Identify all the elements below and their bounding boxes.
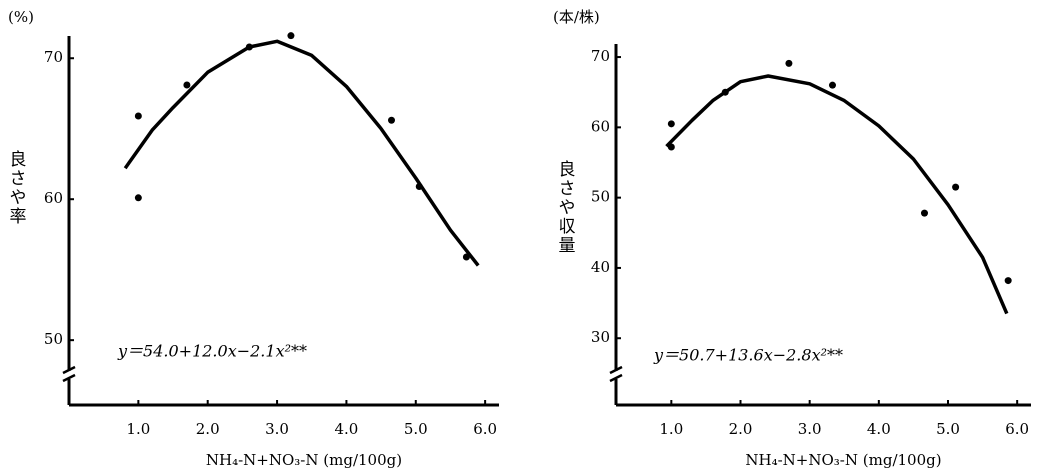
data-point	[1004, 277, 1012, 285]
data-point	[134, 194, 142, 202]
data-point	[667, 143, 675, 151]
axis-break-gap	[65, 371, 73, 379]
axis-break	[62, 365, 76, 383]
x-tick-label: 4.0	[334, 420, 358, 438]
x-tick-label: 5.0	[404, 420, 428, 438]
x-tick-label: 1.0	[659, 420, 683, 438]
x-axis-label: NH₄-N+NO₃-N (mg/100g)	[745, 451, 941, 469]
x-tick-label: 6.0	[1005, 420, 1029, 438]
data-point	[952, 183, 960, 191]
axis-break-gap	[612, 371, 620, 379]
x-tick-label: 5.0	[936, 420, 960, 438]
fit-curve	[123, 39, 480, 267]
y-tick-label: 30	[591, 328, 610, 346]
axis-break	[609, 365, 623, 383]
data-point	[785, 59, 793, 67]
x-axis-label: NH₄-N+NO₃-N (mg/100g)	[206, 451, 402, 469]
y-axis-label: 良さや率	[6, 150, 27, 226]
y-tick-label: 40	[591, 258, 610, 276]
x-tick-label: 2.0	[196, 420, 220, 438]
data-point	[183, 81, 191, 89]
x-tick-label: 1.0	[126, 420, 150, 438]
equation: y＝54.0+12.0x−2.1x²**	[117, 342, 307, 361]
y-unit: (本/株)	[553, 8, 600, 26]
data-point	[415, 183, 423, 191]
data-point	[721, 88, 729, 96]
y-tick-label: 60	[591, 117, 610, 135]
data-point	[134, 112, 142, 120]
data-point	[388, 116, 395, 124]
y-tick-label: 50	[44, 330, 63, 348]
y-tick-label: 50	[591, 188, 610, 206]
data-point	[462, 253, 470, 261]
x-tick-label: 3.0	[798, 420, 822, 438]
data-point	[245, 43, 253, 51]
y-axis-label: 良さや収量	[555, 160, 576, 255]
y-tick-label: 70	[44, 48, 63, 66]
data-point	[828, 81, 836, 89]
y-tick-label: 60	[44, 189, 63, 207]
data-point	[287, 32, 295, 40]
fit-curve	[665, 74, 1009, 315]
x-tick-label: 2.0	[729, 420, 753, 438]
x-tick-label: 6.0	[473, 420, 497, 438]
x-tick-label: 4.0	[867, 420, 891, 438]
y-tick-label: 70	[591, 47, 610, 65]
data-point	[667, 120, 675, 128]
y-unit: (%)	[8, 8, 34, 26]
x-tick-label: 3.0	[265, 420, 289, 438]
data-point	[920, 209, 928, 217]
equation: y＝50.7+13.6x−2.8x²**	[653, 346, 843, 365]
